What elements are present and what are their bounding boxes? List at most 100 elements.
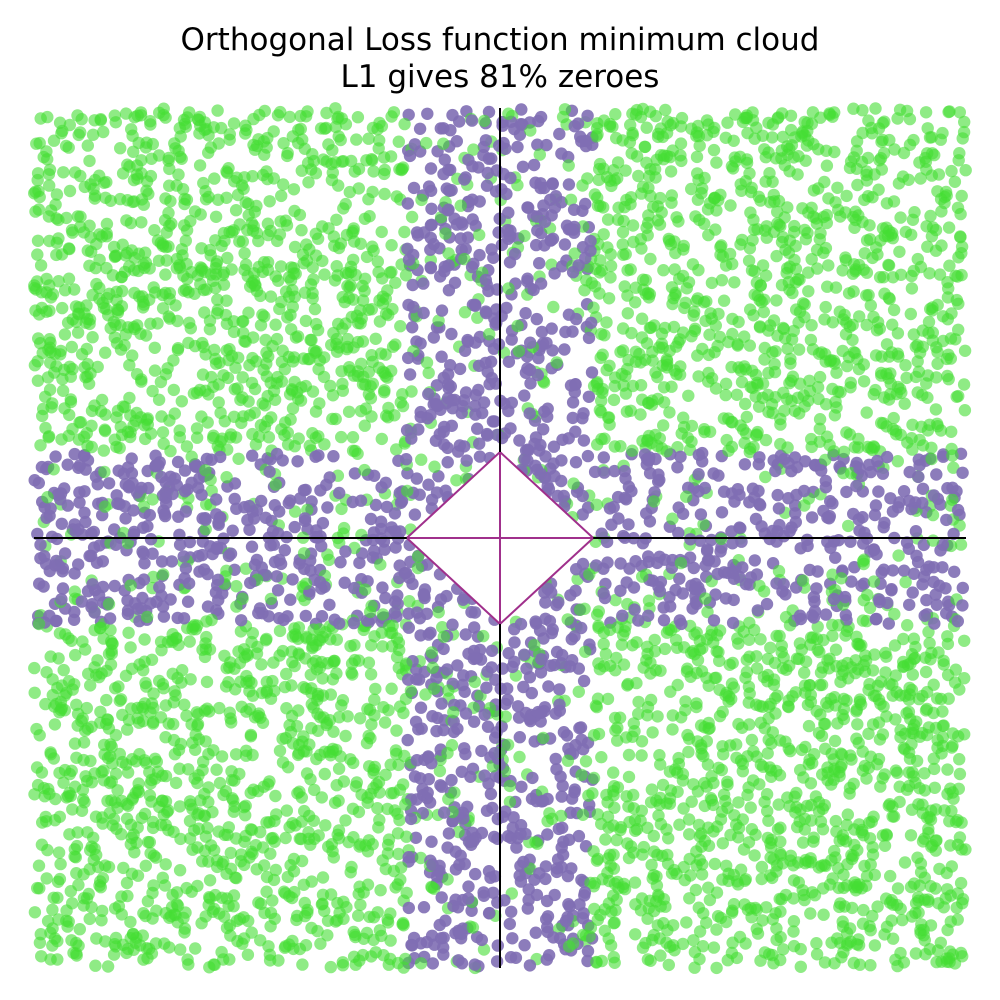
nonzero-point xyxy=(326,144,339,157)
nonzero-point xyxy=(318,268,331,281)
zero-point xyxy=(138,557,151,570)
zero-point xyxy=(910,549,923,562)
nonzero-point xyxy=(415,453,428,466)
nonzero-point xyxy=(44,953,57,966)
zero-point xyxy=(422,628,435,641)
nonzero-point xyxy=(374,347,388,360)
nonzero-point xyxy=(599,833,612,846)
zero-point xyxy=(299,609,312,623)
nonzero-point xyxy=(746,106,759,119)
nonzero-point xyxy=(770,294,783,307)
zero-point xyxy=(393,571,406,585)
zero-point xyxy=(40,511,53,524)
nonzero-point xyxy=(578,284,591,297)
nonzero-point xyxy=(28,661,41,675)
nonzero-point xyxy=(537,731,550,745)
nonzero-point xyxy=(98,465,111,479)
nonzero-point xyxy=(882,393,896,406)
nonzero-point xyxy=(956,897,969,910)
nonzero-point xyxy=(587,771,601,785)
nonzero-point xyxy=(889,713,902,726)
nonzero-point xyxy=(743,718,756,731)
zero-point xyxy=(608,464,621,478)
nonzero-point xyxy=(811,262,824,275)
nonzero-point xyxy=(344,639,357,653)
nonzero-point xyxy=(324,888,338,901)
nonzero-point xyxy=(543,807,556,820)
zero-point xyxy=(555,790,568,803)
nonzero-point xyxy=(144,115,157,128)
zero-point xyxy=(445,327,458,341)
nonzero-point xyxy=(276,756,290,769)
nonzero-point xyxy=(923,418,936,431)
nonzero-point xyxy=(612,201,625,214)
zero-point xyxy=(406,321,419,334)
zero-point xyxy=(940,513,953,527)
nonzero-point xyxy=(244,728,258,742)
nonzero-point xyxy=(304,278,318,291)
nonzero-point xyxy=(140,680,153,693)
zero-point xyxy=(323,471,336,484)
zero-point xyxy=(540,336,553,350)
nonzero-point xyxy=(596,348,609,361)
nonzero-point xyxy=(220,294,233,307)
nonzero-point xyxy=(950,293,963,307)
nonzero-point xyxy=(904,829,918,842)
nonzero-point xyxy=(662,958,675,972)
nonzero-point xyxy=(669,633,683,647)
zero-point xyxy=(410,754,424,767)
nonzero-point xyxy=(810,704,823,718)
nonzero-point xyxy=(800,139,814,152)
zero-point xyxy=(694,508,708,521)
zero-point xyxy=(573,721,586,735)
nonzero-point xyxy=(642,429,656,443)
zero-point xyxy=(522,201,535,214)
nonzero-point xyxy=(70,698,83,711)
nonzero-point xyxy=(924,209,937,223)
nonzero-point xyxy=(607,393,621,407)
nonzero-point xyxy=(304,838,317,851)
nonzero-point xyxy=(86,128,100,141)
nonzero-point xyxy=(208,172,221,185)
nonzero-point xyxy=(646,726,659,739)
nonzero-point xyxy=(835,951,848,964)
nonzero-point xyxy=(943,259,956,272)
nonzero-point xyxy=(932,897,945,910)
zero-point xyxy=(460,454,473,467)
nonzero-point xyxy=(615,638,629,651)
zero-point xyxy=(410,472,423,485)
zero-point xyxy=(577,434,591,447)
zero-point xyxy=(259,511,272,524)
zero-point xyxy=(521,902,534,915)
zero-point xyxy=(86,578,99,591)
nonzero-point xyxy=(804,631,818,644)
nonzero-point xyxy=(337,775,351,788)
nonzero-point xyxy=(220,471,233,484)
nonzero-point xyxy=(812,143,825,156)
zero-point xyxy=(178,485,192,498)
nonzero-point xyxy=(75,113,88,126)
nonzero-point xyxy=(221,251,234,265)
nonzero-point xyxy=(369,682,382,696)
nonzero-point xyxy=(255,658,268,671)
nonzero-point xyxy=(332,179,345,192)
nonzero-point xyxy=(906,668,919,681)
zero-point xyxy=(315,610,329,623)
nonzero-point xyxy=(157,568,170,581)
nonzero-point xyxy=(550,356,563,369)
nonzero-point xyxy=(634,904,648,917)
nonzero-point xyxy=(632,169,645,183)
nonzero-point xyxy=(31,167,45,180)
zero-point xyxy=(72,523,85,536)
zero-point xyxy=(88,606,101,619)
nonzero-point xyxy=(681,728,694,742)
zero-point xyxy=(576,912,589,925)
nonzero-point xyxy=(921,240,934,253)
chart-title: Orthogonal Loss function minimum cloud xyxy=(180,22,820,58)
nonzero-point xyxy=(318,767,331,781)
nonzero-point xyxy=(798,499,811,512)
zero-point xyxy=(513,128,527,141)
zero-point xyxy=(582,331,596,345)
nonzero-point xyxy=(732,717,745,731)
nonzero-point xyxy=(844,381,857,394)
